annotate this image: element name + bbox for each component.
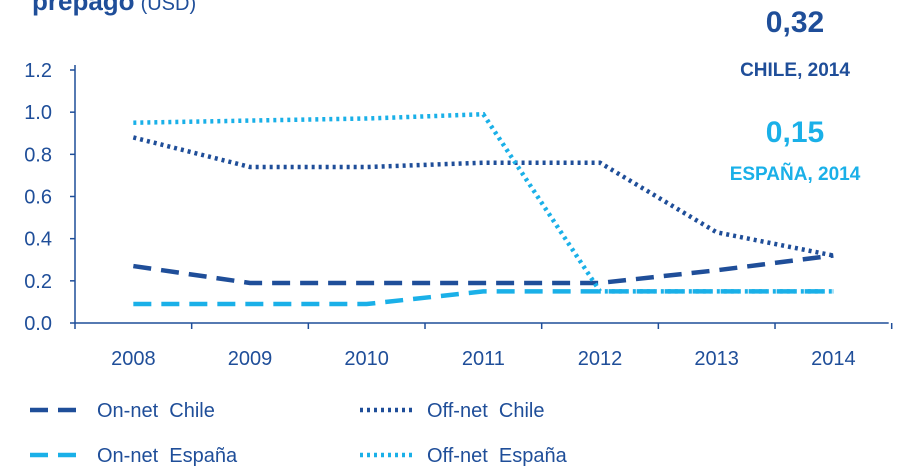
y-tick-label: 0.4 bbox=[24, 229, 52, 251]
y-tick-label: 0.6 bbox=[24, 187, 52, 209]
y-tick-label: 0.2 bbox=[24, 271, 52, 293]
legend-label: Off-net Chile bbox=[427, 400, 544, 422]
y-tick-label: 0.8 bbox=[24, 144, 52, 166]
x-tick-label: 2014 bbox=[811, 348, 856, 370]
annotation-label: ESPAÑA, 2014 bbox=[730, 163, 861, 185]
x-tick-label: 2010 bbox=[344, 348, 389, 370]
subtitle: (USD) bbox=[141, 0, 197, 15]
x-tick-label: 2012 bbox=[578, 348, 623, 370]
series-line bbox=[133, 289, 834, 307]
legend-label: On-net España bbox=[97, 445, 238, 467]
x-tick-label: 2009 bbox=[228, 348, 273, 370]
annotation-value: 0,15 bbox=[766, 116, 824, 149]
series-line bbox=[133, 253, 834, 286]
annotation-label: CHILE, 2014 bbox=[740, 60, 850, 81]
y-tick-label: 0.0 bbox=[24, 313, 52, 335]
chart-title: prepago (USD) bbox=[32, 0, 196, 16]
series-line bbox=[132, 135, 834, 258]
legend-label: On-net Chile bbox=[97, 400, 215, 422]
x-tick-label: 2011 bbox=[462, 348, 505, 370]
title: prepago bbox=[32, 0, 135, 16]
x-tick-label: 2008 bbox=[111, 348, 156, 370]
legend-label: Off-net España bbox=[427, 445, 568, 467]
series-line bbox=[133, 111, 834, 294]
x-tick-label: 2013 bbox=[694, 348, 739, 370]
y-tick-label: 1.2 bbox=[24, 60, 52, 82]
y-tick-label: 1.0 bbox=[24, 102, 52, 124]
annotation-value: 0,32 bbox=[766, 6, 824, 39]
